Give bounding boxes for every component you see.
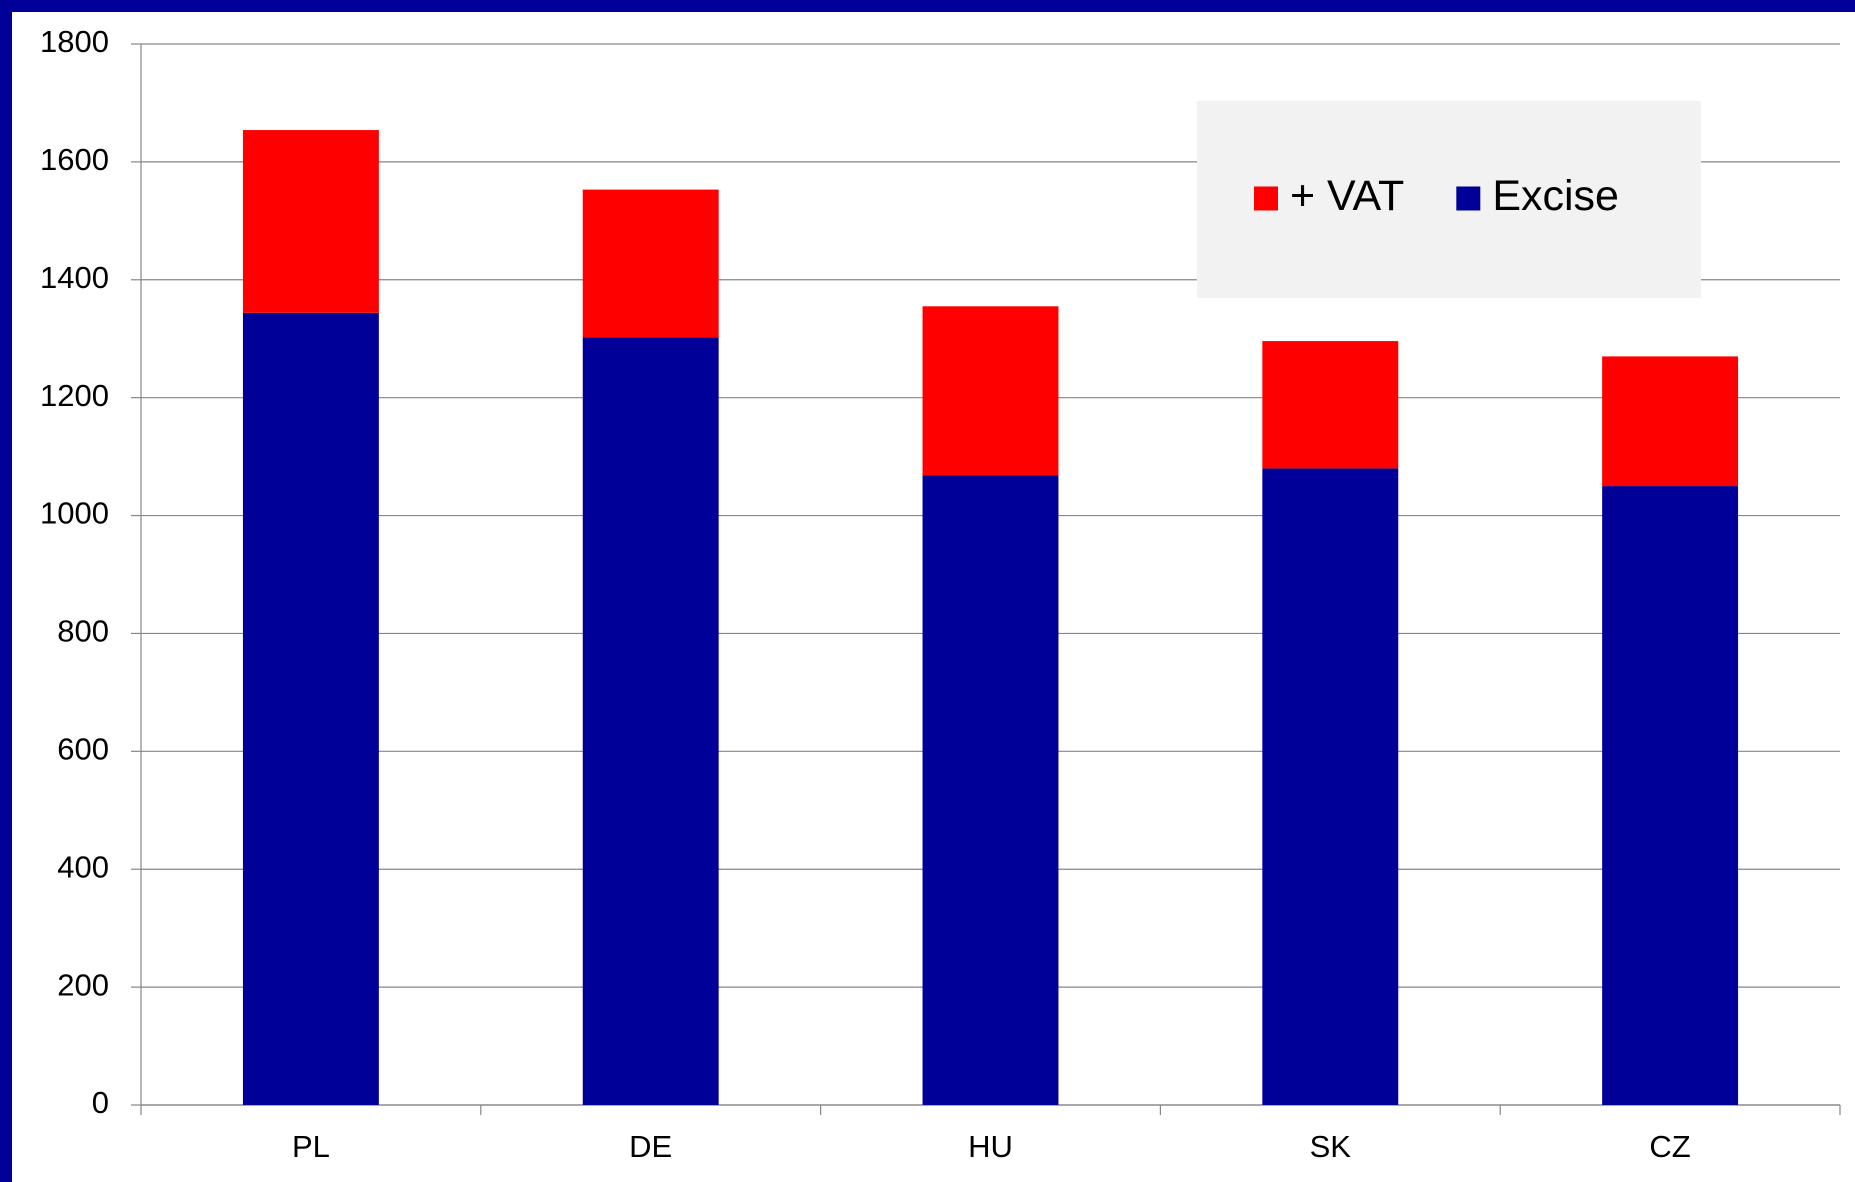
legend-swatch — [1254, 186, 1278, 211]
bar-segment — [582, 189, 719, 338]
x-tick-label: PL — [292, 1129, 330, 1164]
bar-segment — [922, 306, 1059, 476]
legend-label: + VAT — [1290, 172, 1404, 220]
bar-segment — [242, 312, 379, 1106]
y-tick-label: 1600 — [40, 142, 109, 177]
y-tick-label: 600 — [57, 732, 109, 767]
bar-segment — [922, 475, 1059, 1105]
x-tick-label: SK — [1310, 1129, 1352, 1164]
x-tick-label: DE — [629, 1129, 672, 1164]
y-tick-label: 1800 — [40, 24, 109, 59]
bar-segment — [1262, 341, 1399, 469]
bar-segment — [582, 337, 719, 1105]
legend-box — [1197, 101, 1701, 298]
y-tick-label: 1400 — [40, 260, 109, 295]
y-tick-label: 200 — [57, 967, 109, 1002]
y-tick-label: 1200 — [40, 378, 109, 413]
x-tick-label: CZ — [1649, 1129, 1690, 1164]
bar-segment — [242, 130, 379, 313]
y-tick-label: 0 — [92, 1085, 109, 1120]
bar-segment — [1262, 468, 1399, 1105]
bar-segment — [1602, 356, 1739, 487]
bar-segment — [1602, 486, 1739, 1105]
x-tick-label: HU — [968, 1129, 1013, 1164]
y-tick-label: 800 — [57, 614, 109, 649]
legend-label: Excise — [1492, 172, 1619, 220]
legend-swatch — [1456, 186, 1481, 211]
y-tick-label: 1000 — [40, 496, 109, 531]
y-tick-label: 400 — [57, 849, 109, 884]
